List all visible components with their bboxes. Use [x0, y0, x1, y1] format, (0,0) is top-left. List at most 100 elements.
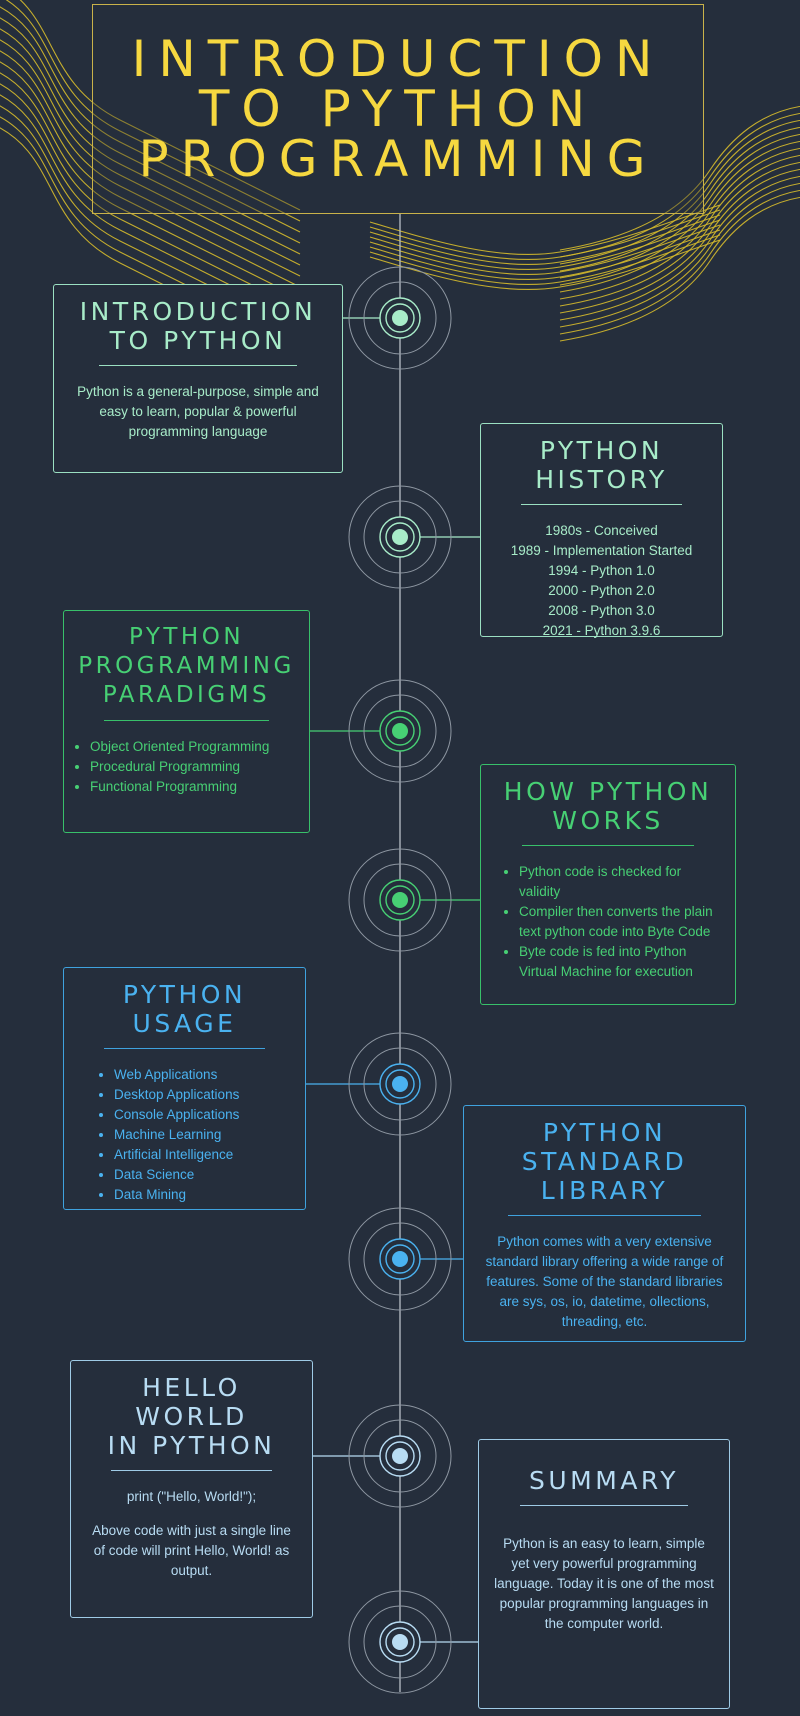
- timeline-node-core-ring: [385, 885, 415, 915]
- history-item: 1989 - Implementation Started: [510, 543, 693, 558]
- stdlib-title-line-3: LIBRARY: [540, 1176, 669, 1205]
- hello-title-line-2: WORLD: [135, 1402, 248, 1431]
- decorative-wave-line: [0, 50, 301, 277]
- timeline-node-dot: [392, 892, 408, 908]
- intro-card-divider: [99, 365, 297, 366]
- timeline-node-core-ring: [385, 303, 415, 333]
- history-card-divider: [520, 504, 683, 505]
- decorative-wave-line: [559, 161, 800, 307]
- history-card-title: PYTHON HISTORY: [495, 436, 708, 494]
- stdlib-card-text: Python comes with a very extensive stand…: [485, 1234, 724, 1329]
- decorative-wave-line: [559, 196, 800, 342]
- decorative-wave-line: [0, 6, 301, 233]
- decorative-wave-line: [559, 182, 800, 328]
- list-item: Web Applications: [114, 1065, 291, 1085]
- decorative-wave-line: [559, 147, 800, 293]
- stdlib-card-divider: [508, 1215, 701, 1216]
- list-item: Compiler then converts the plain text py…: [519, 902, 717, 942]
- list-item: Procedural Programming: [90, 757, 295, 777]
- timeline-node-outer-ring: [348, 679, 452, 783]
- hello-world-card-divider: [110, 1470, 273, 1471]
- decorative-wave-lines-right: [559, 105, 800, 342]
- summary-card: SUMMARY Python is an easy to learn, simp…: [478, 1439, 730, 1709]
- timeline-node-dot: [392, 1251, 408, 1267]
- list-item: Data Science: [114, 1165, 291, 1185]
- history-title-line-1: PYTHON: [539, 436, 664, 465]
- timeline-node-ring: [363, 1419, 437, 1493]
- decorative-wave-line: [0, 61, 301, 288]
- timeline-node-ring: [363, 1047, 437, 1121]
- history-card: PYTHON HISTORY 1980s - Conceived 1989 - …: [480, 423, 723, 638]
- decorative-wave-line: [19, 0, 301, 211]
- decorative-wave-line: [559, 105, 800, 251]
- timeline-node-dot: [392, 310, 408, 326]
- timeline-node-ring: [363, 1605, 437, 1679]
- timeline-node-dot: [392, 723, 408, 739]
- decorative-wave-line: [559, 126, 800, 272]
- decorative-wave-line: [5, 0, 301, 222]
- paradigms-title-line-1: PYTHON: [128, 624, 245, 650]
- intro-card: INTRODUCTION TO PYTHON Python is a gener…: [53, 284, 343, 473]
- usage-card-title: PYTHON USAGE: [78, 980, 291, 1038]
- usage-list: Web Applications Desktop Applications Co…: [78, 1065, 291, 1205]
- list-item: Byte code is fed into Python Virtual Mac…: [519, 942, 717, 982]
- paradigms-card-title: PYTHON PROGRAMMING PARADIGMS: [78, 623, 295, 710]
- timeline-node-outer-ring: [348, 1032, 452, 1136]
- main-title: INTRODUCTION TO PYTHON PROGRAMMING: [92, 4, 704, 214]
- hello-world-text: Above code with just a single line of co…: [92, 1523, 291, 1578]
- list-item: Console Applications: [114, 1105, 291, 1125]
- decorative-wave-line: [0, 72, 301, 299]
- decorative-wave-line: [559, 133, 800, 279]
- summary-card-divider: [519, 1505, 689, 1506]
- hello-world-card-title: HELLO WORLD IN PYTHON: [85, 1373, 298, 1460]
- paradigms-card-divider: [104, 720, 269, 721]
- list-item: Artificial Intelligence: [114, 1145, 291, 1165]
- usage-title-line-1: PYTHON: [122, 980, 247, 1009]
- timeline-node-core-ring: [385, 716, 415, 746]
- hello-world-code: print ("Hello, World!");: [126, 1489, 257, 1504]
- how-works-list: Python code is checked for validity Comp…: [495, 862, 721, 982]
- history-title-line-2: HISTORY: [535, 465, 668, 494]
- timeline-node-dot: [392, 529, 408, 545]
- timeline-node-outer-ring: [348, 1207, 452, 1311]
- timeline-node-core-ring: [385, 1244, 415, 1274]
- summary-card-text: Python is an easy to learn, simple yet v…: [494, 1536, 714, 1631]
- list-item: Data Mining: [114, 1185, 291, 1205]
- history-item: 1980s - Conceived: [545, 523, 658, 538]
- history-item: 2008 - Python 3.0: [548, 603, 655, 618]
- decorative-wave-line: [369, 214, 721, 265]
- usage-card-divider: [103, 1048, 266, 1049]
- timeline-node-outer-ring: [348, 266, 452, 370]
- decorative-wave-line: [559, 140, 800, 286]
- decorative-wave-lines-under-title: [369, 204, 721, 290]
- timeline-node-dot: [392, 1448, 408, 1464]
- usage-title-line-2: USAGE: [132, 1009, 237, 1038]
- decorative-wave-line: [369, 219, 721, 270]
- decorative-wave-line: [0, 28, 301, 255]
- history-item: 2021 - Python 3.9.6: [542, 623, 661, 638]
- timeline-node-core-ring: [385, 1441, 415, 1471]
- timeline-node-outer-ring: [348, 848, 452, 952]
- stdlib-title-line-2: STANDARD: [521, 1147, 688, 1176]
- intro-title-line-1: INTRODUCTION: [79, 297, 317, 326]
- list-item: Object Oriented Programming: [90, 737, 295, 757]
- timeline-nodes: [348, 266, 452, 1694]
- how-works-title-line-2: WORKS: [552, 806, 664, 835]
- intro-card-title: INTRODUCTION TO PYTHON: [68, 297, 328, 355]
- timeline-node-core-ring: [385, 522, 415, 552]
- decorative-wave-line: [559, 175, 800, 321]
- list-item: Python code is checked for validity: [519, 862, 717, 902]
- timeline-node-outer-ring: [348, 1590, 452, 1694]
- summary-card-title: SUMMARY: [529, 1466, 679, 1495]
- list-item: Machine Learning: [114, 1125, 291, 1145]
- decorative-wave-line: [0, 39, 301, 266]
- decorative-wave-line: [369, 209, 721, 260]
- timeline-node-ring: [363, 500, 437, 574]
- main-title-line-2: TO PYTHON: [198, 80, 598, 138]
- timeline-node-ring: [363, 281, 437, 355]
- how-works-card-title: HOW PYTHON WORKS: [495, 777, 721, 835]
- timeline-node-dot: [392, 1076, 408, 1092]
- list-item: Functional Programming: [90, 777, 295, 797]
- hello-world-card: HELLO WORLD IN PYTHON print ("Hello, Wor…: [70, 1360, 313, 1618]
- decorative-wave-line: [369, 234, 721, 285]
